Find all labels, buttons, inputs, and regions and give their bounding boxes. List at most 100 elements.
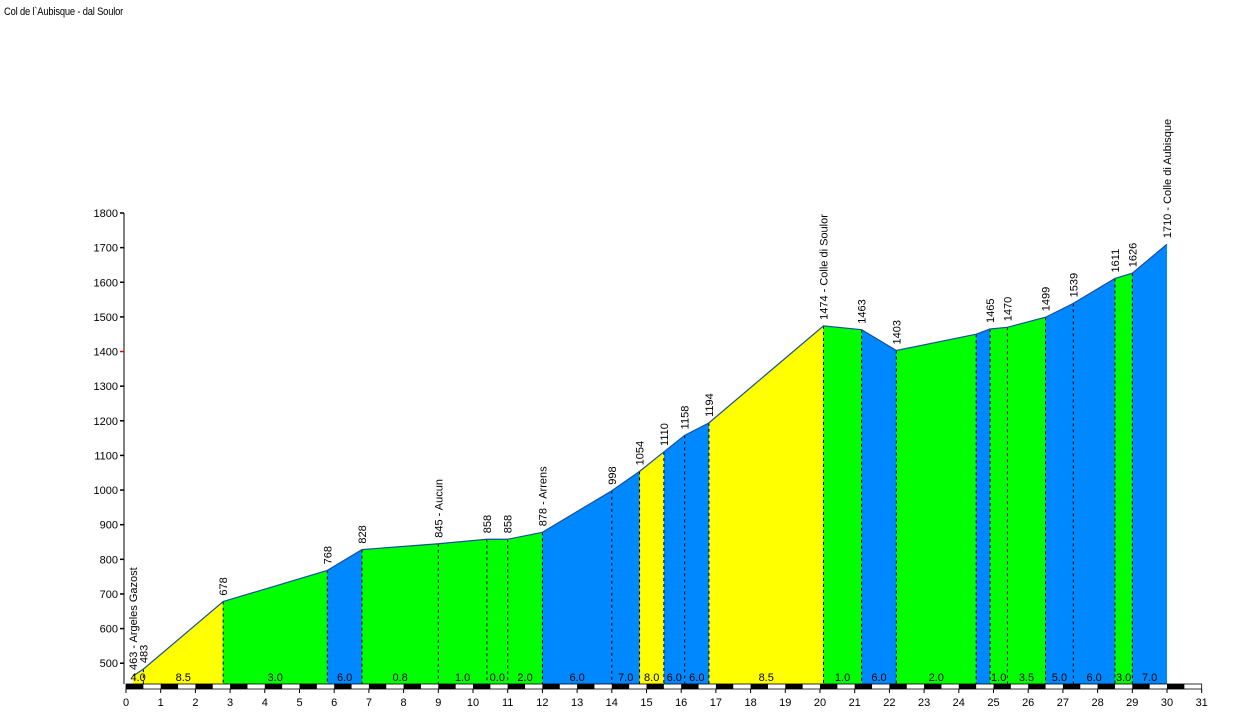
point-label: 1110 (659, 423, 671, 446)
x-axis-bar-cell (264, 684, 283, 689)
x-tick-label: 12 (536, 697, 548, 709)
profile-segment-16 (861, 329, 897, 684)
segment-gradient-label: 3.5 (1019, 672, 1034, 684)
x-tick-label: 4 (262, 697, 268, 709)
x-tick-label: 24 (953, 697, 965, 709)
x-tick-label: 30 (1161, 697, 1173, 709)
segment-gradient-label: 8.5 (759, 672, 774, 684)
profile-segment-18 (976, 329, 991, 684)
x-tick-label: 14 (606, 697, 618, 709)
x-axis-bar-cell (785, 684, 803, 689)
x-tick-label: 11 (502, 697, 513, 709)
profile-segment-2 (143, 601, 224, 684)
x-tick-label: 18 (744, 697, 756, 709)
profile-segment-8 (507, 532, 543, 684)
y-tick-label: 700 (100, 589, 118, 601)
y-tick-label: 1800 (94, 208, 118, 220)
x-tick-label: 31 (1196, 697, 1208, 709)
point-label: 828 (357, 525, 369, 543)
segment-gradient-label: 3.0 (268, 672, 283, 684)
point-label: 998 (607, 466, 619, 484)
y-tick-label: 1300 (94, 381, 118, 393)
x-axis-bar-cell (160, 684, 179, 689)
x-tick-label: 15 (640, 697, 652, 709)
point-label: 678 (218, 577, 230, 595)
profile-segment-5 (361, 543, 439, 684)
segment-gradient-label: 3.0 (1116, 672, 1131, 684)
point-label: 463 - Argeles Gazost (128, 567, 140, 670)
x-axis-bar-cell (195, 684, 213, 689)
x-tick-label: 13 (571, 697, 583, 709)
x-tick-label: 16 (675, 697, 687, 709)
point-label: 1463 (857, 299, 869, 323)
segment-gradient-label: 8.5 (176, 672, 191, 684)
segment-gradient-label: 6.0 (337, 672, 352, 684)
x-tick-label: 22 (883, 697, 895, 709)
x-axis-bar-cell (611, 684, 630, 689)
point-label: 1626 (1127, 243, 1139, 267)
profile-segment-24 (1132, 244, 1167, 684)
x-axis-bar-cell (1028, 684, 1046, 689)
gradients-layer: 4.0 8.5 3.0 6.0 0.8 1.0 0.0 2.0 6.0 7.0 8.0 6.0 6.0 8… (130, 672, 1157, 684)
profile-segment-20 (1007, 317, 1046, 684)
point-label: 1194 (704, 393, 716, 417)
x-tick-label: 8 (401, 697, 407, 709)
y-tick-label: 800 (100, 554, 118, 566)
x-tick-label: 7 (366, 697, 372, 709)
x-axis-bar-cell (334, 684, 352, 689)
x-tick-label: 29 (1126, 697, 1138, 709)
x-tick-label: 5 (296, 697, 302, 709)
segment-gradient-label: 4.0 (130, 672, 145, 684)
chart-title: Col de l`Aubisque - dal Soulor (4, 6, 124, 18)
profile-segment-9 (542, 490, 612, 684)
point-label: 1465 (985, 299, 997, 323)
x-axis-bar-cell (820, 684, 838, 689)
profile-segment-23 (1114, 273, 1133, 684)
y-tick-label: 900 (100, 520, 118, 532)
x-axis-bar-cell (473, 684, 491, 689)
x-tick-label: 25 (987, 697, 999, 709)
x-axis-bar-cell (507, 684, 526, 689)
x-tick-label: 17 (710, 697, 722, 709)
y-tick-label: 1100 (94, 450, 118, 462)
dividers-layer (142, 273, 1133, 684)
point-label: 1611 (1110, 249, 1122, 273)
segment-gradient-label: 7.0 (1142, 672, 1157, 684)
segment-gradient-label: 6.0 (569, 672, 584, 684)
x-tick-label: 2 (192, 697, 198, 709)
x-axis-bar-cell (368, 684, 387, 689)
profile-segment-1 (132, 669, 144, 684)
x-axis-bar-cell (542, 684, 560, 689)
x-tick-label: 3 (227, 697, 233, 709)
profile-segment-13 (684, 422, 709, 684)
x-axis-bar-cell (299, 684, 317, 689)
x-axis-bar-cell (715, 684, 734, 689)
profile-segment-4 (327, 549, 362, 684)
segment-gradient-label: 6.0 (667, 672, 682, 684)
axes-layer: 5006007008009001000110012001300140015001… (94, 208, 1208, 709)
x-axis-bar-cell (958, 684, 977, 689)
y-tick-label: 1000 (94, 485, 118, 497)
x-axis-bar-cell (750, 684, 768, 689)
segment-gradient-label: 1.0 (991, 672, 1006, 684)
point-label: 1158 (680, 406, 692, 430)
segment-gradient-label: 7.0 (618, 672, 633, 684)
y-tick-label: 1700 (94, 243, 118, 255)
point-label: 1710 - Colle di Aubisque (1162, 119, 1174, 238)
x-tick-label: 19 (779, 697, 791, 709)
x-tick-label: 28 (1091, 697, 1103, 709)
profile-segment-21 (1045, 303, 1074, 684)
profile-segment-12 (663, 435, 685, 684)
point-label: 1539 (1068, 273, 1080, 297)
x-axis-bar-cell (1132, 684, 1150, 689)
y-tick-label: 1400 (94, 347, 118, 359)
point-label: 768 (322, 546, 334, 564)
point-label: 1470 (1002, 297, 1014, 321)
x-axis-bar-cell (993, 684, 1011, 689)
profile-segment-11 (639, 451, 664, 684)
point-label: 1054 (635, 441, 647, 465)
segment-gradient-label: 6.0 (689, 672, 704, 684)
x-axis-bar-cell (230, 684, 248, 689)
x-tick-label: 23 (918, 697, 930, 709)
